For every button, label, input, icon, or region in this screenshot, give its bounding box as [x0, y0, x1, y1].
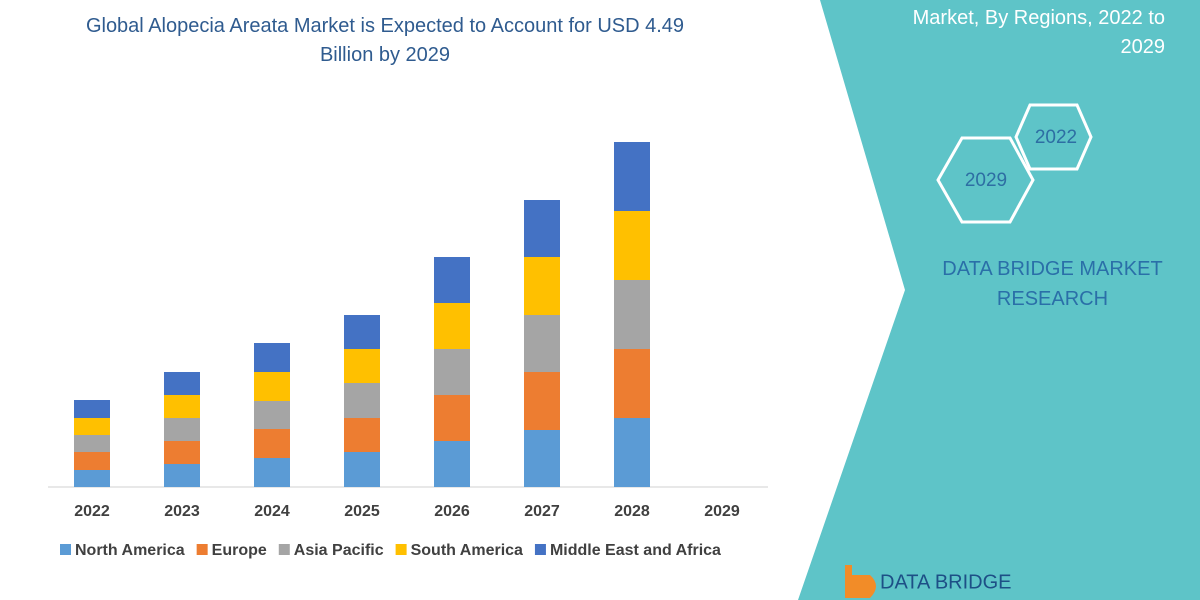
legend-swatch	[278, 544, 290, 555]
bar-segment	[254, 372, 290, 401]
legend-swatch	[196, 544, 208, 555]
bar-segment	[254, 429, 290, 458]
bar-segment	[614, 349, 650, 418]
x-tick-label: 2028	[614, 503, 650, 520]
bar-segment	[254, 343, 290, 372]
bar-segment	[74, 418, 110, 435]
bar-segment	[74, 435, 110, 452]
bar-segment	[614, 418, 650, 487]
bar-segment	[344, 452, 380, 487]
bar-segment	[164, 441, 200, 464]
x-tick-label: 2025	[344, 503, 380, 520]
hexagon	[936, 136, 1035, 224]
bar-segment	[254, 401, 290, 429]
bar-segment	[524, 315, 560, 372]
bar-segment	[524, 372, 560, 430]
hexagon	[1014, 103, 1093, 171]
legend-label: Asia Pacific	[294, 542, 384, 559]
legend-swatch	[395, 544, 407, 555]
legend-swatch	[60, 544, 71, 555]
x-tick-label: 2023	[164, 503, 200, 520]
logo-text: DATA BRIDGE	[880, 571, 1012, 593]
badge: 2029	[965, 170, 1007, 191]
brand: DATA BRIDGE MARKET RESEARCH	[942, 258, 1163, 310]
bar-segment	[524, 257, 560, 315]
bar-segment	[344, 383, 380, 418]
legend-label: Middle East and Africa	[550, 542, 721, 559]
bar-segment	[524, 430, 560, 487]
x-tick-label: 2022	[74, 503, 110, 520]
bar-segment	[614, 142, 650, 211]
x-tick-label: 2029	[704, 503, 740, 520]
chart-title: Global Alopecia Areata Market is Expecte…	[85, 15, 685, 66]
logo-mark	[845, 565, 876, 598]
bar-segment	[164, 372, 200, 395]
bar-segment	[164, 418, 200, 441]
bar-segment	[254, 458, 290, 487]
badge: 2022	[1035, 127, 1077, 148]
bar-segment	[74, 400, 110, 418]
legend-label: Europe	[212, 542, 267, 559]
panel-heading: Market, By Regions, 2022 to 2029	[912, 7, 1165, 58]
bar-segment	[614, 280, 650, 349]
x-tick-label: 2027	[524, 503, 560, 520]
bar-segment	[434, 349, 470, 395]
bar-segment	[164, 395, 200, 418]
bar-segment	[74, 470, 110, 487]
x-tick-label: 2024	[254, 503, 290, 520]
bar-segment	[524, 200, 560, 257]
legend-label: North America	[75, 542, 185, 559]
side-panel	[798, 0, 1200, 600]
bar-segment	[434, 395, 470, 441]
x-tick-label: 2026	[434, 503, 470, 520]
legend-label: South America	[411, 542, 523, 559]
bar-segment	[344, 349, 380, 383]
legend-swatch	[534, 544, 546, 555]
bar-segment	[434, 303, 470, 349]
bar-segment	[344, 418, 380, 452]
bar-segment	[74, 452, 110, 470]
bar-segment	[164, 464, 200, 487]
bar-segment	[434, 441, 470, 487]
bar-segment	[614, 211, 650, 280]
bar-segment	[344, 315, 380, 349]
bar-segment	[434, 257, 470, 303]
